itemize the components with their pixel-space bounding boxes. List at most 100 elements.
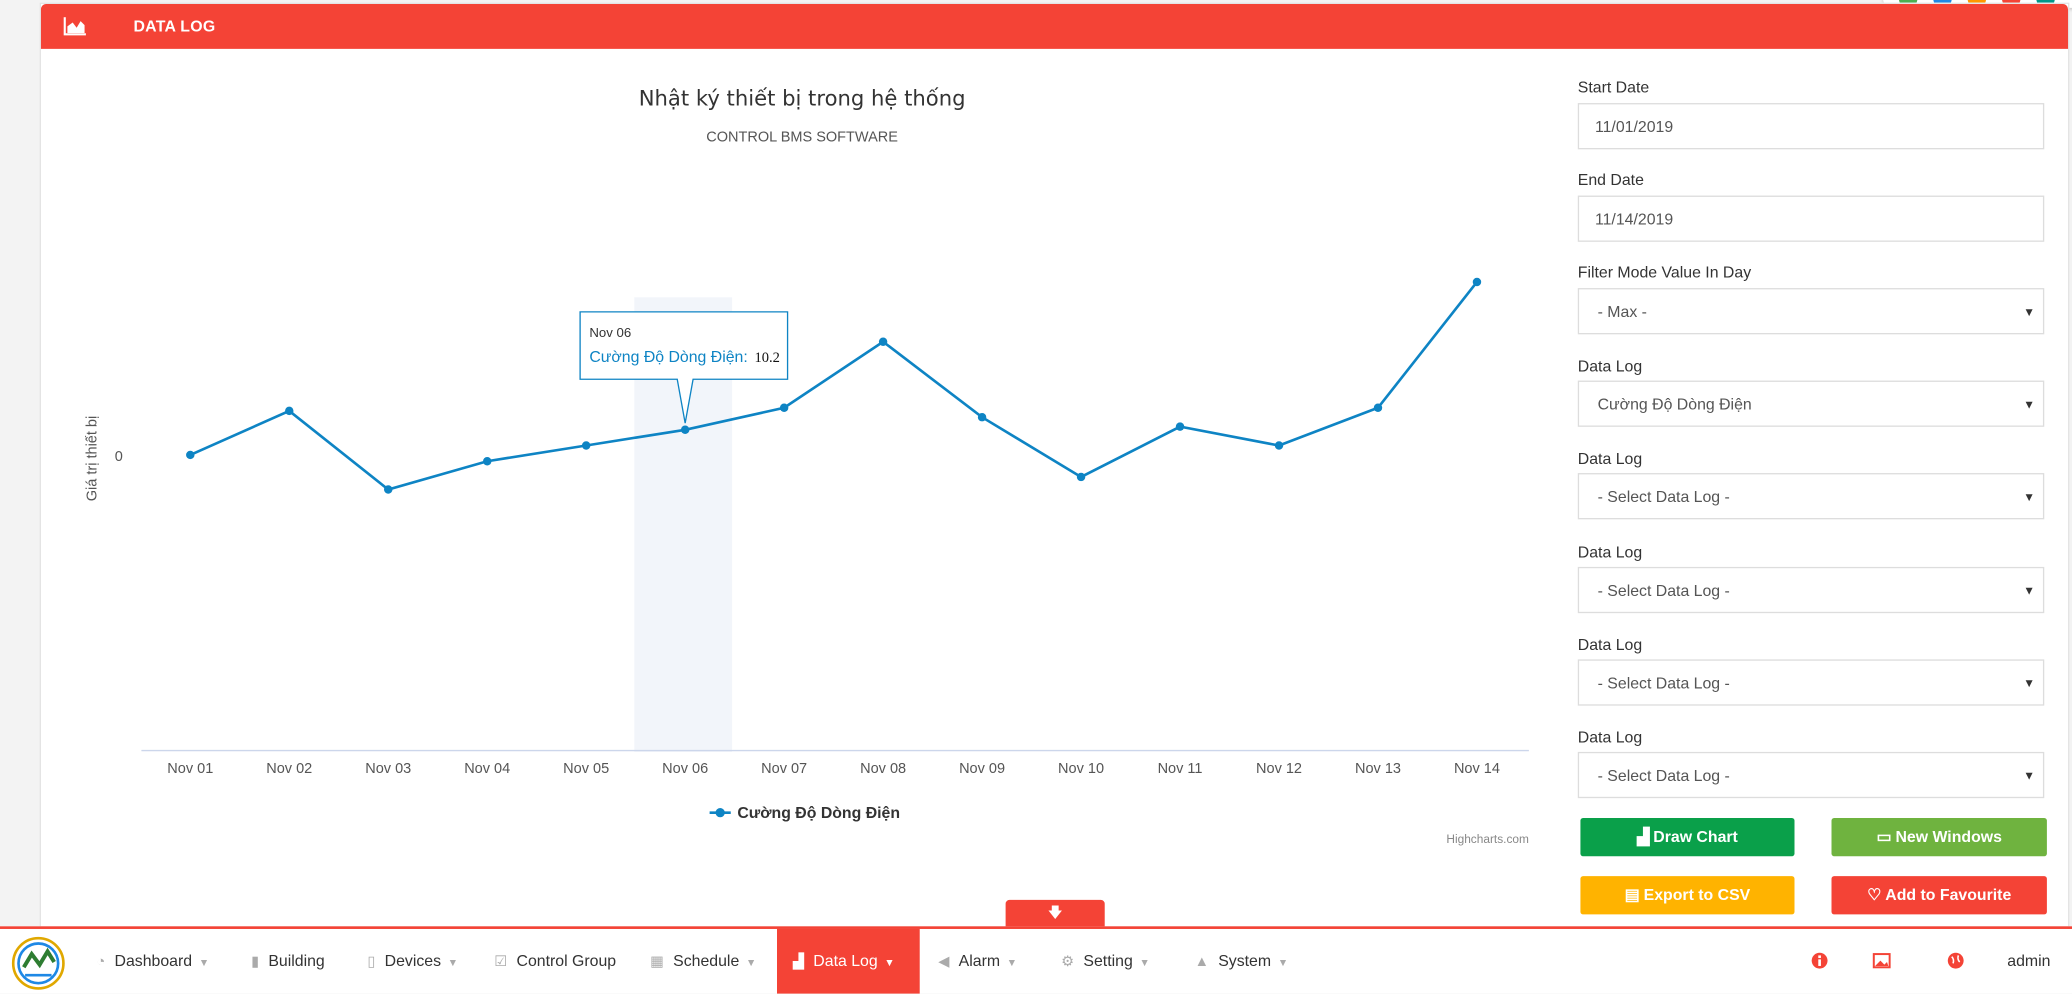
data-log-label-2: Data Log bbox=[1577, 449, 1643, 468]
chevron-down-icon: ▼ bbox=[745, 956, 757, 969]
data-point[interactable] bbox=[581, 441, 591, 450]
line-chart: Nhật ký thiết bị trong hệ thống CONTROL … bbox=[84, 86, 1529, 846]
nav-building-label: Building bbox=[268, 951, 325, 970]
data-log-select-4[interactable]: - Select Data Log - ▼ bbox=[1577, 659, 2045, 706]
x-tick-label: Nov 11 bbox=[1158, 761, 1203, 777]
cogs-icon: ⚙ bbox=[1061, 954, 1075, 970]
series-line bbox=[189, 281, 1479, 491]
x-tick-label: Nov 08 bbox=[860, 761, 906, 777]
globe-icon[interactable] bbox=[1946, 951, 1965, 970]
nav-system[interactable]: ▲ System ▼ bbox=[1195, 929, 1289, 994]
data-log-value-5: - Select Data Log - bbox=[1597, 766, 1730, 785]
nav-setting[interactable]: ⚙ Setting ▼ bbox=[1061, 929, 1150, 994]
info-icon[interactable] bbox=[1810, 951, 1829, 970]
chevron-down-icon: ▼ bbox=[1139, 956, 1150, 969]
nav-alarm-label: Alarm bbox=[958, 951, 1001, 970]
building-icon: ▮ bbox=[251, 954, 260, 970]
monitor-icon: ▭ bbox=[1876, 827, 1892, 846]
image-icon[interactable] bbox=[1872, 951, 1891, 970]
y-tick-label: 0 bbox=[115, 449, 123, 465]
nav-dashboard[interactable]: ◔ Dashboard ▼ bbox=[96, 929, 209, 994]
data-log-select-5[interactable]: - Select Data Log - ▼ bbox=[1577, 751, 2045, 799]
nav-schedule[interactable]: ▦ Schedule ▼ bbox=[650, 929, 756, 994]
data-point[interactable] bbox=[779, 403, 789, 412]
tooltip-series-label: Cường Độ Dòng Điện: bbox=[589, 349, 747, 366]
nav-control-group[interactable]: ☑ Control Group bbox=[494, 929, 616, 994]
user-menu[interactable]: admin bbox=[2007, 929, 2050, 994]
nav-data-log[interactable]: ▟ Data Log ▼ bbox=[777, 928, 920, 994]
x-tick-label: Nov 09 bbox=[959, 761, 1005, 777]
legend-item-label[interactable]: Cường Độ Dòng Điện bbox=[737, 805, 900, 822]
data-point[interactable] bbox=[384, 485, 393, 494]
data-log-label-3: Data Log bbox=[1577, 543, 1643, 562]
filter-mode-select[interactable]: - Max - ▼ bbox=[1577, 288, 2045, 335]
area-chart-icon bbox=[63, 17, 86, 36]
export-csv-button[interactable]: ▤ Export to CSV bbox=[1580, 876, 1795, 915]
chevron-down-icon: ▼ bbox=[884, 956, 895, 969]
data-point[interactable] bbox=[1274, 441, 1284, 450]
checkbox-icon: ☑ bbox=[494, 954, 508, 970]
nav-alarm[interactable]: ◀ Alarm ▼ bbox=[938, 929, 1017, 994]
nav-building[interactable]: ▮ Building bbox=[251, 929, 325, 994]
tachometer-icon: ◔ bbox=[96, 954, 106, 970]
nav-system-label: System bbox=[1218, 951, 1272, 970]
filter-mode-label: Filter Mode Value In Day bbox=[1577, 262, 1752, 282]
end-date-label: End Date bbox=[1577, 170, 1644, 189]
data-point[interactable] bbox=[482, 457, 492, 466]
data-point[interactable] bbox=[1373, 403, 1383, 412]
chart-subtitle: CONTROL BMS SOFTWARE bbox=[706, 129, 898, 145]
panel-title: DATA LOG bbox=[133, 17, 216, 36]
caret-down-icon: ▼ bbox=[2023, 305, 2036, 319]
nav-dashboard-label: Dashboard bbox=[114, 951, 193, 970]
legend-symbol-point bbox=[715, 808, 725, 818]
data-point[interactable] bbox=[1076, 472, 1086, 482]
add-favourite-button[interactable]: ♡ Add to Favourite bbox=[1831, 876, 2047, 915]
data-point[interactable] bbox=[680, 425, 690, 435]
warning-icon: ▲ bbox=[1194, 954, 1209, 970]
chevron-down-icon: ▼ bbox=[1006, 956, 1018, 969]
y-axis-label: Giá trị thiết bị bbox=[84, 416, 100, 502]
tooltip-box bbox=[579, 311, 789, 424]
data-point[interactable] bbox=[1175, 422, 1185, 431]
tooltip: Nov 06 Cường Độ Dòng Điện: 10.2 bbox=[579, 311, 789, 424]
caret-down-icon: ▼ bbox=[2023, 769, 2036, 783]
calendar-icon: ▦ bbox=[650, 954, 664, 970]
new-windows-button[interactable]: ▭ New Windows bbox=[1831, 817, 2047, 857]
chevron-down-icon: ▼ bbox=[447, 956, 459, 969]
bottom-navbar: ◔ Dashboard ▼ ▮ Building ▯ Devices ▼ ☑ Control… bbox=[0, 926, 2072, 994]
x-tick-label: Nov 07 bbox=[761, 761, 807, 777]
filter-mode-value: - Max - bbox=[1597, 302, 1647, 322]
data-log-select-1[interactable]: Cường Độ Dòng Điện ▼ bbox=[1577, 380, 2045, 427]
caret-down-icon: ▼ bbox=[2023, 676, 2036, 690]
add-favourite-label: Add to Favourite bbox=[1885, 885, 2012, 904]
user-name: admin bbox=[2007, 951, 2051, 970]
x-tick-label: Nov 02 bbox=[266, 761, 312, 777]
data-log-select-2[interactable]: - Select Data Log - ▼ bbox=[1577, 473, 2045, 520]
data-log-value-1: Cường Độ Dòng Điện bbox=[1597, 395, 1752, 414]
end-date-input[interactable]: 11/14/2019 bbox=[1577, 195, 2045, 242]
data-log-value-2: - Select Data Log - bbox=[1597, 487, 1730, 507]
legend[interactable]: Cường Độ Dòng Điện bbox=[709, 805, 900, 822]
company-logo[interactable] bbox=[8, 936, 69, 992]
start-date-input[interactable]: 11/01/2019 bbox=[1577, 103, 2045, 150]
caret-down-icon: ▼ bbox=[2023, 397, 2036, 411]
x-tick-label: Nov 13 bbox=[1355, 761, 1401, 777]
data-point[interactable] bbox=[186, 450, 195, 460]
x-tick-label: Nov 05 bbox=[563, 761, 609, 777]
collapse-toggle-button[interactable]: 🡇 bbox=[1005, 899, 1105, 928]
data-log-select-3[interactable]: - Select Data Log - ▼ bbox=[1577, 566, 2045, 614]
data-point[interactable] bbox=[1472, 277, 1482, 287]
caret-down-icon: ▼ bbox=[2023, 490, 2036, 504]
x-tick-label: Nov 01 bbox=[167, 761, 213, 777]
new-windows-label: New Windows bbox=[1895, 827, 2002, 846]
data-point[interactable] bbox=[878, 337, 888, 346]
chart-credit[interactable]: Highcharts.com bbox=[1446, 832, 1529, 846]
draw-chart-button[interactable]: ▟ Draw Chart bbox=[1580, 817, 1795, 857]
draw-chart-label: Draw Chart bbox=[1653, 827, 1738, 846]
nav-devices[interactable]: ▯ Devices ▼ bbox=[367, 929, 458, 994]
data-point[interactable] bbox=[285, 406, 294, 416]
arrow-down-icon: 🡇 bbox=[1047, 905, 1063, 922]
x-tick-label: Nov 14 bbox=[1454, 761, 1500, 777]
x-tick-label: Nov 03 bbox=[365, 761, 411, 777]
data-point[interactable] bbox=[977, 412, 987, 422]
